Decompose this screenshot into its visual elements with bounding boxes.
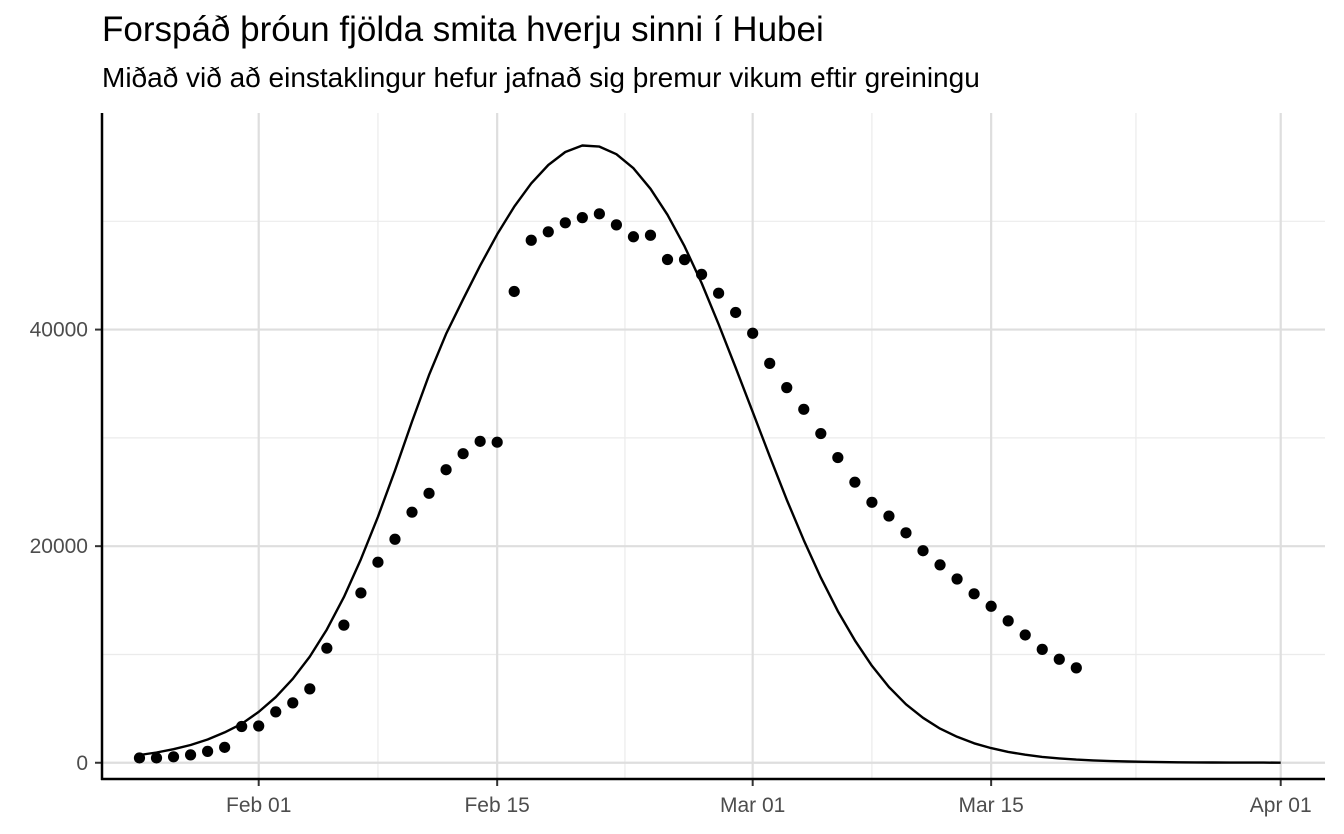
data-point [338, 619, 350, 631]
data-point [491, 436, 503, 448]
data-point [321, 642, 333, 654]
data-point [832, 451, 844, 464]
data-point [270, 706, 282, 718]
data-point [610, 219, 623, 231]
data-point [389, 533, 401, 545]
data-point [695, 268, 708, 280]
major-gridlines [102, 113, 1325, 779]
data-point [133, 752, 146, 764]
data-point [304, 683, 316, 695]
data-point [525, 234, 537, 246]
data-point [253, 720, 265, 732]
data-point [849, 476, 861, 488]
data-point [423, 487, 435, 499]
data-point [1053, 653, 1065, 665]
y-tick-label: 40000 [30, 319, 88, 342]
tick-labels: Feb 01 Feb 15 Mar 01 Mar 15 Apr 01 0 20000 4000… [30, 319, 1312, 817]
data-point [576, 212, 588, 224]
y-tick-label: 0 [76, 752, 88, 775]
forecast-line [139, 144, 1281, 764]
data-point [1070, 662, 1082, 674]
data-point [150, 752, 163, 764]
data-point [866, 496, 878, 508]
minor-gridlines [102, 113, 1325, 779]
x-tick-label: Mar 15 [958, 794, 1023, 817]
data-point [219, 741, 231, 753]
data-point [798, 403, 810, 415]
data-point [474, 435, 486, 447]
data-point [202, 745, 214, 757]
data-point [917, 545, 929, 557]
data-point [661, 253, 674, 266]
data-point [764, 357, 776, 369]
observed-series [133, 208, 1082, 764]
data-point [883, 510, 895, 522]
data-point [184, 749, 197, 761]
data-point [985, 600, 997, 612]
x-tick-label: Feb 01 [226, 794, 291, 817]
chart-subtitle: Miðað við að einstaklingur hefur jafnað … [102, 62, 980, 93]
data-point [1036, 643, 1048, 655]
data-point [593, 208, 605, 220]
data-point [900, 527, 912, 539]
data-point [559, 217, 571, 229]
data-point [968, 588, 980, 600]
x-tick-label: Mar 01 [720, 794, 785, 817]
data-point [542, 226, 554, 238]
data-point [730, 306, 742, 319]
data-point [457, 448, 469, 460]
data-point [713, 287, 725, 299]
data-point [372, 556, 384, 568]
chart-title: Forspáð þróun fjölda smita hverju sinni … [102, 10, 824, 49]
data-point [747, 327, 759, 339]
data-point [934, 559, 946, 571]
data-point [644, 229, 657, 241]
data-point [508, 285, 520, 298]
forecast-series [139, 144, 1281, 764]
axes [95, 113, 1325, 786]
data-point [440, 464, 452, 476]
data-point [627, 231, 640, 243]
data-point [678, 254, 691, 266]
data-point [287, 697, 299, 709]
data-point [167, 751, 180, 763]
data-point [951, 573, 963, 585]
x-tick-label: Feb 15 [464, 794, 529, 817]
data-point [355, 587, 367, 599]
data-point [406, 506, 418, 518]
data-point [1002, 615, 1014, 627]
data-point [1019, 629, 1031, 641]
y-tick-label: 20000 [30, 535, 88, 558]
x-tick-label: Apr 01 [1250, 794, 1312, 817]
data-point [781, 382, 793, 394]
data-point [815, 427, 827, 440]
data-point [236, 720, 248, 733]
